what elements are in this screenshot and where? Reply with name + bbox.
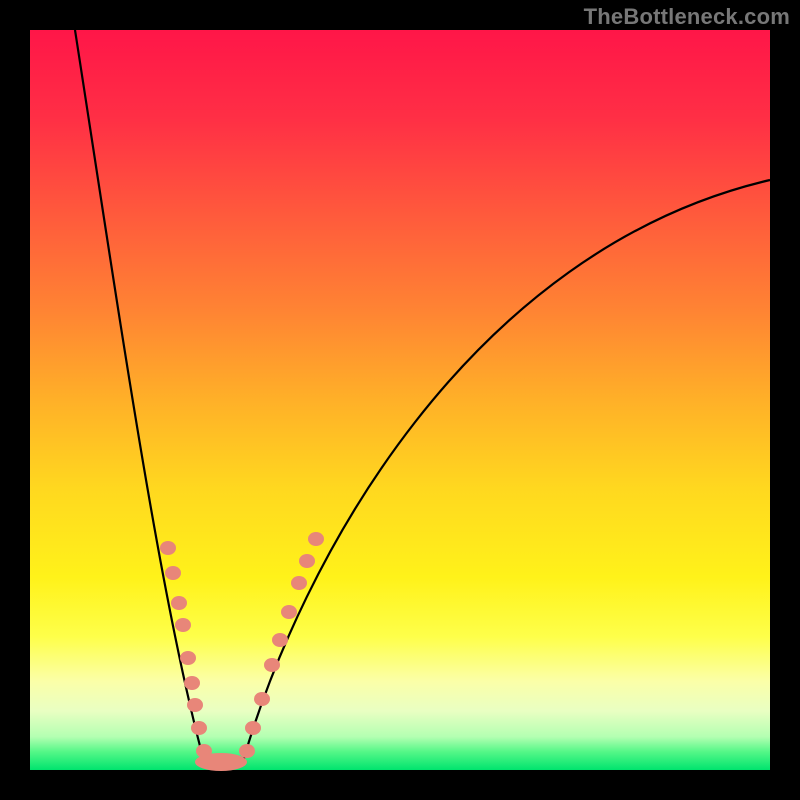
data-marker: [180, 651, 196, 665]
data-marker: [171, 596, 187, 610]
data-marker: [272, 633, 288, 647]
data-marker: [308, 532, 324, 546]
data-marker: [291, 576, 307, 590]
data-marker: [254, 692, 270, 706]
data-marker: [184, 676, 200, 690]
bottleneck-chart: [0, 0, 800, 800]
chart-stage: TheBottleneck.com: [0, 0, 800, 800]
data-marker: [264, 658, 280, 672]
valley-marker: [195, 753, 247, 771]
data-marker: [281, 605, 297, 619]
plot-background: [30, 30, 770, 770]
data-marker: [245, 721, 261, 735]
watermark-text: TheBottleneck.com: [584, 4, 790, 30]
data-marker: [175, 618, 191, 632]
data-marker: [191, 721, 207, 735]
data-marker: [239, 744, 255, 758]
data-marker: [299, 554, 315, 568]
data-marker: [165, 566, 181, 580]
data-marker: [160, 541, 176, 555]
data-marker: [187, 698, 203, 712]
